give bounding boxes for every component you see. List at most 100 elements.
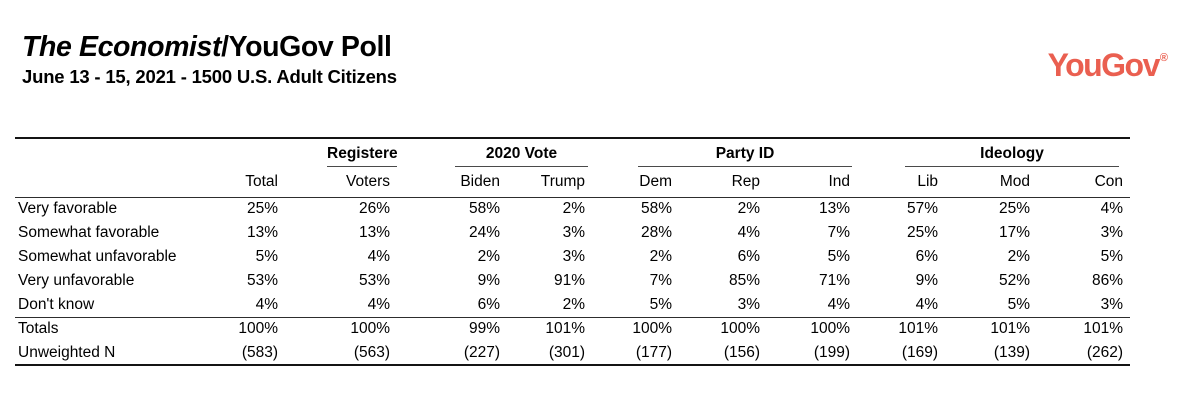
cell-value: 5%: [827, 248, 851, 265]
cell-value: 3%: [562, 248, 586, 265]
cell-value: 101%: [898, 320, 939, 338]
yougov-logo-text: YouGov: [1047, 47, 1161, 83]
masthead: The Economist/YouGov Poll June 13 - 15, …: [22, 31, 397, 88]
cell-value: 4%: [1100, 200, 1124, 218]
cell-value: 58%: [640, 200, 673, 218]
cell-value: 4%: [285, 293, 397, 318]
cell-value: 100%: [632, 320, 673, 338]
cell-value: 17%: [998, 224, 1031, 241]
cell-value: 101%: [1083, 320, 1124, 338]
group-header-registered-label: Registered: [327, 145, 397, 162]
group-header-party-id-label: Party ID: [715, 145, 775, 162]
cell-value: 3%: [679, 293, 768, 318]
group-header-ideology-label: Ideology: [980, 145, 1044, 162]
cell-value: (199): [813, 343, 851, 361]
cell-value: 53%: [246, 272, 278, 289]
cell-value: 26%: [358, 200, 390, 218]
group-header-party-id: Party ID: [592, 138, 857, 167]
column-header-ind: Ind: [767, 167, 858, 198]
cell-value: 9%: [915, 272, 939, 289]
cell-value: 6%: [737, 248, 761, 265]
cell-value: 58%: [468, 200, 500, 218]
cell-value: 2%: [1007, 248, 1031, 265]
cell-value: 100%: [720, 320, 761, 338]
cell-value: 7%: [827, 224, 851, 241]
yougov-logo: YouGov®: [1047, 47, 1168, 84]
poll-results-table: Registered 2020 Vote Party ID Ideology T…: [15, 137, 1131, 366]
cell-value: 7%: [649, 272, 673, 289]
cell-value: 101%: [990, 320, 1031, 338]
group-header-2020-vote-label: 2020 Vote: [485, 145, 558, 162]
row-label: Unweighted N: [18, 343, 116, 361]
cell-value: (177): [635, 343, 673, 361]
cell-value: (156): [723, 343, 761, 361]
row-label: Don't know: [15, 293, 190, 318]
cell-value: 2%: [507, 293, 593, 318]
cell-value: (301): [548, 343, 586, 361]
cell-value: 3%: [562, 224, 586, 241]
cell-value: (563): [353, 343, 390, 361]
cell-value: 3%: [1100, 224, 1124, 241]
cell-value: 13%: [818, 200, 851, 218]
cell-value: 2%: [477, 248, 500, 265]
poll-subtitle: June 13 - 15, 2021 - 1500 U.S. Adult Cit…: [22, 65, 397, 87]
cell-value: 91%: [553, 272, 586, 289]
cell-value: 4%: [367, 248, 390, 265]
table-row-unweighted-n: Unweighted N (583) (563) (227) (301) (17…: [15, 341, 1130, 365]
column-header-mod: Mod: [945, 167, 1038, 198]
column-header-lib: Lib: [857, 167, 946, 198]
group-header-ideology: Ideology: [857, 138, 1130, 167]
cell-value: 3%: [1037, 293, 1131, 318]
cell-value: 4%: [190, 293, 285, 318]
cell-value: 13%: [246, 224, 278, 241]
row-label: Very unfavorable: [18, 272, 135, 289]
cell-value: 28%: [640, 224, 673, 241]
column-header-con: Con: [1037, 167, 1131, 198]
cell-value: 4%: [737, 224, 761, 241]
group-header-row: Registered 2020 Vote Party ID Ideology: [15, 138, 1130, 167]
cell-value: 25%: [906, 224, 939, 241]
cell-value: (139): [993, 343, 1031, 361]
cell-value: 100%: [238, 320, 278, 338]
cell-value: 101%: [545, 320, 586, 338]
page-title: The Economist/YouGov Poll: [22, 31, 397, 63]
column-header-spacer: [15, 167, 190, 198]
column-header-trump: Trump: [507, 167, 593, 198]
group-header-registered: Registered: [285, 138, 397, 167]
row-label: Totals: [18, 320, 59, 338]
cell-value: 85%: [728, 272, 761, 289]
cell-value: 4%: [857, 293, 946, 318]
table-row-very-unfavorable: Very unfavorable 53% 53% 9% 91% 7% 85% 7…: [15, 269, 1130, 293]
cell-value: 2%: [737, 200, 761, 218]
cell-value: 13%: [358, 224, 390, 241]
registered-trademark-mark: ®: [1159, 52, 1168, 65]
cell-value: 100%: [350, 320, 390, 338]
cell-value: 24%: [468, 224, 500, 241]
table-row-somewhat-unfavorable: Somewhat unfavorable 5% 4% 2% 3% 2% 6% 5…: [15, 245, 1130, 269]
cell-value: (169): [901, 343, 939, 361]
cell-value: 9%: [477, 272, 500, 289]
column-header-row: Total Voters Biden Trump Dem Rep Ind Lib…: [15, 167, 1131, 198]
column-header-voters: Voters: [285, 167, 397, 198]
cell-value: 6%: [915, 248, 939, 265]
cell-value: (227): [463, 343, 500, 361]
cell-value: 25%: [246, 200, 278, 218]
row-label: Somewhat unfavorable: [18, 248, 177, 265]
cell-value: 52%: [998, 272, 1031, 289]
cell-value: 5%: [1100, 248, 1124, 265]
cell-value: 71%: [818, 272, 851, 289]
cell-value: 6%: [397, 293, 507, 318]
page-title-economist: The Economist: [22, 31, 222, 63]
cell-value: (583): [241, 343, 278, 361]
row-label: Very favorable: [18, 200, 118, 218]
cell-value: 53%: [358, 272, 390, 289]
cell-value: 86%: [1092, 272, 1124, 289]
table-row-dont-know: Don't know 4% 4% 6% 2% 5% 3% 4% 4% 5% 3%: [15, 293, 1131, 318]
table-row-somewhat-favorable: Somewhat favorable 13% 13% 24% 3% 28% 4%…: [15, 221, 1130, 245]
cell-value: 5%: [255, 248, 278, 265]
group-header-spacer: [15, 138, 285, 167]
cell-value: 5%: [592, 293, 680, 318]
cell-value: 100%: [810, 320, 851, 338]
cell-value: 99%: [468, 320, 500, 338]
column-header-dem: Dem: [592, 167, 680, 198]
